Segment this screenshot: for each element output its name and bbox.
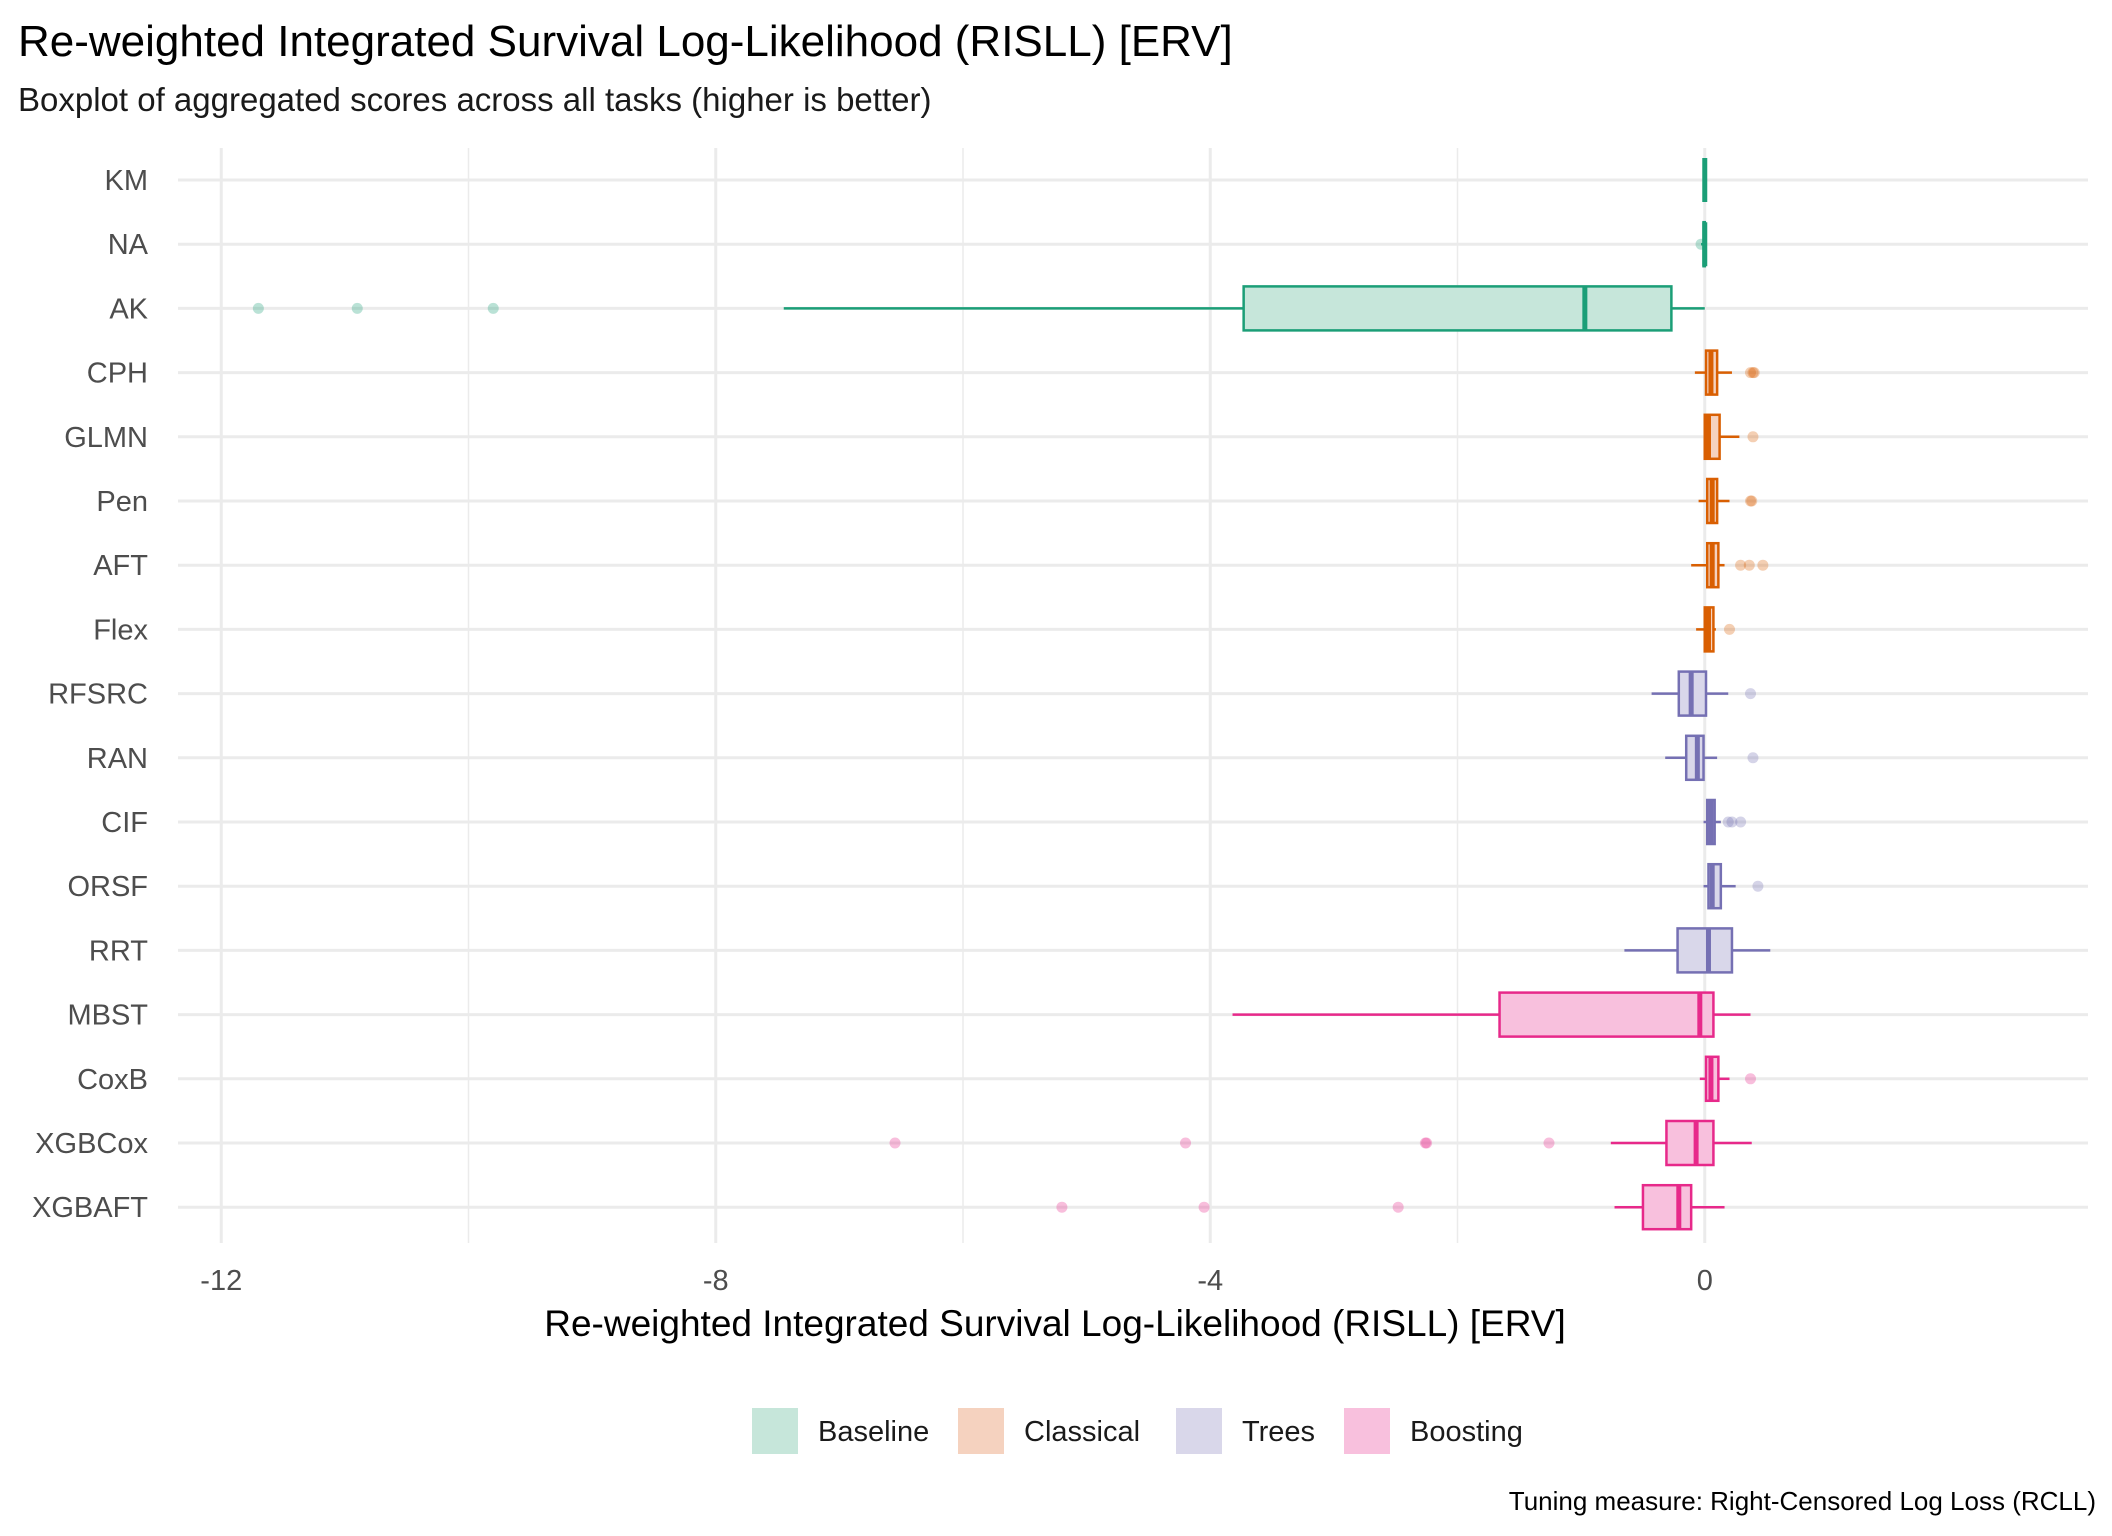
outlier-point: [1180, 1137, 1192, 1149]
iqr-box: [1242, 285, 1673, 332]
outlier-point: [1747, 431, 1759, 443]
box-rrt: [1624, 927, 1771, 974]
y-category-label: NA: [108, 229, 149, 261]
y-category-label: AFT: [93, 550, 148, 582]
iqr-box: [1641, 1183, 1693, 1231]
box-flex: [1696, 606, 1735, 653]
y-category-label: RFSRC: [48, 679, 148, 711]
legend-item-baseline: Baseline: [752, 1408, 929, 1454]
y-category-label: CPH: [87, 358, 148, 390]
box-pen: [1698, 477, 1758, 525]
box-cph: [1694, 349, 1760, 396]
y-category-label: CIF: [101, 807, 148, 839]
x-tick-label: -4: [1197, 1265, 1223, 1297]
legend: Baseline Classical Trees Boosting: [752, 1408, 1523, 1454]
outlier-point: [1198, 1201, 1210, 1213]
x-tick-label: -12: [200, 1265, 242, 1297]
legend-label: Classical: [1024, 1416, 1140, 1448]
y-category-label: RAN: [87, 743, 148, 775]
legend-swatch: [752, 1408, 798, 1454]
legend-swatch: [1176, 1408, 1222, 1454]
box-cif: [1703, 798, 1747, 846]
y-axis-category-labels: KM NA AK CPH GLMN Pen AFT Flex RFSRC RAN CIF ORSF RR…: [32, 165, 149, 1224]
outlier-point: [1745, 688, 1757, 700]
box-na: [1695, 220, 1708, 268]
y-category-label: Pen: [96, 486, 148, 518]
box-rfsrc: [1651, 670, 1757, 717]
outlier-point: [1752, 880, 1764, 892]
outlier-point: [1747, 752, 1759, 764]
outlier-point: [1748, 367, 1760, 379]
outlier-point: [1743, 559, 1755, 571]
chart-subtitle: Boxplot of aggregated scores across all …: [18, 81, 931, 118]
chart-title: Re-weighted Integrated Survival Log-Like…: [18, 17, 1233, 66]
y-category-label: ORSF: [67, 871, 148, 903]
box-glmn: [1703, 413, 1759, 461]
outlier-point: [1745, 367, 1757, 379]
outlier-point: [252, 302, 264, 314]
box-ran: [1665, 734, 1759, 782]
outlier-point: [1392, 1201, 1404, 1213]
y-category-label: RRT: [89, 935, 148, 967]
outlier-point: [1723, 623, 1735, 635]
x-tick-label: -8: [703, 1265, 729, 1297]
legend-label: Trees: [1242, 1416, 1315, 1448]
legend-item-trees: Trees: [1176, 1408, 1315, 1454]
x-axis-tick-labels: -12 -8 -4 0: [200, 1265, 1713, 1297]
y-category-label: AK: [109, 293, 148, 325]
y-category-label: Flex: [93, 614, 148, 646]
box-xgbcox: [889, 1119, 1752, 1167]
boxplot-series: [252, 158, 1771, 1231]
y-category-label: CoxB: [77, 1064, 148, 1096]
legend-item-boosting: Boosting: [1344, 1408, 1523, 1454]
outlier-point: [1726, 816, 1738, 828]
gridlines: [178, 148, 2088, 1243]
outlier-point: [1695, 238, 1707, 250]
box-orsf: [1703, 862, 1764, 910]
iqr-box: [1665, 1119, 1715, 1167]
outlier-point: [1543, 1137, 1555, 1149]
y-category-label: XGBAFT: [32, 1192, 148, 1224]
legend-label: Boosting: [1410, 1416, 1523, 1448]
box-aft: [1691, 541, 1769, 589]
box-mbst: [1232, 991, 1751, 1038]
y-category-label: XGBCox: [35, 1128, 148, 1160]
outlier-point: [1056, 1201, 1068, 1213]
outlier-point: [1421, 1137, 1433, 1149]
outlier-point: [1745, 1073, 1757, 1085]
outlier-point: [487, 302, 499, 314]
y-category-label: GLMN: [64, 422, 148, 454]
box-xgbaft: [1056, 1183, 1725, 1231]
outlier-point: [1757, 559, 1769, 571]
outlier-point: [889, 1137, 901, 1149]
x-tick-label: 0: [1697, 1265, 1713, 1297]
outlier-point: [1735, 559, 1747, 571]
iqr-box: [1498, 991, 1715, 1038]
outlier-point: [1746, 495, 1758, 507]
iqr-box: [1676, 927, 1734, 974]
outlier-point: [351, 302, 363, 314]
legend-swatch: [1344, 1408, 1390, 1454]
y-category-label: MBST: [67, 1000, 148, 1032]
outlier-point: [1747, 367, 1759, 379]
outlier-point: [1735, 816, 1747, 828]
legend-item-classical: Classical: [958, 1408, 1140, 1454]
box-ak: [252, 285, 1705, 332]
chart-caption: Tuning measure: Right-Censored Log Loss …: [1509, 1486, 2096, 1516]
outlier-point: [1722, 816, 1734, 828]
x-axis-title: Re-weighted Integrated Survival Log-Like…: [544, 1303, 1565, 1344]
outlier-point: [1419, 1137, 1431, 1149]
legend-label: Baseline: [818, 1416, 929, 1448]
outlier-point: [1745, 495, 1757, 507]
legend-swatch: [958, 1408, 1004, 1454]
y-category-label: KM: [105, 165, 149, 197]
box-coxb: [1699, 1055, 1757, 1103]
